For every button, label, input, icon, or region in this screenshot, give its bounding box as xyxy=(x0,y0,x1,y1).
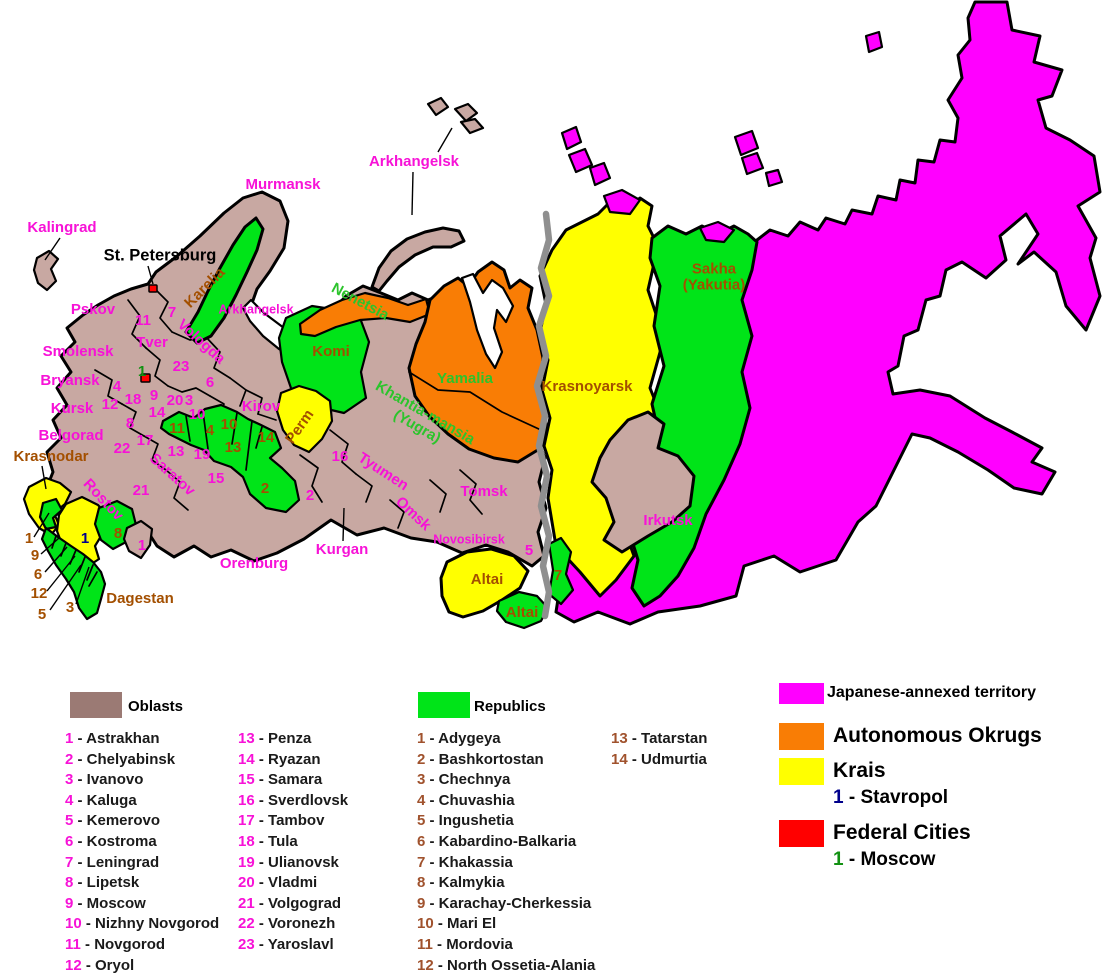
legend-item: 15 - Samara xyxy=(238,771,323,789)
legend-item: 13 - Tatarstan xyxy=(611,730,708,747)
legend-item: 4 - Kaluga xyxy=(65,791,137,809)
krai-item-stavropol: 1 - Stavropol xyxy=(833,787,949,809)
region-karelia xyxy=(184,216,265,345)
legend-item: 9 - Karachay-Cherkessia xyxy=(417,894,592,912)
region-khakassia xyxy=(547,536,575,606)
oblasts-list-col1: 1 - Astrakhan 2 - Chelyabinsk 3 - Ivanovo 4… xyxy=(65,729,219,975)
region-perm xyxy=(275,384,334,454)
legend-item: 12 - Oryol xyxy=(65,956,135,974)
oblasts-title: Oblasts xyxy=(128,698,184,715)
legend-item: 20 - Vladmi xyxy=(238,874,318,892)
caucasus-internal-borders xyxy=(51,535,98,587)
krais-title: Krais xyxy=(833,759,886,782)
border-yamalia-khantia xyxy=(408,371,542,431)
oblasts-list-col2: 13 - Penza 14 - Ryazan 15 - Samara 16 - Sve… xyxy=(238,729,348,956)
federal-item-moscow: 1 - Moscow xyxy=(833,849,936,871)
japanese-title: Japanese-annexed territory xyxy=(827,684,1036,701)
federal-swatch xyxy=(779,820,824,847)
japanese-swatch xyxy=(779,683,824,704)
legend-item: 19 - Ulianovsk xyxy=(238,853,339,871)
internal-borders xyxy=(94,285,483,529)
okrugs-swatch xyxy=(779,723,824,750)
region-volga-republics xyxy=(159,403,301,514)
legend-item: 1 - Stavropol xyxy=(833,787,949,808)
islands-magenta xyxy=(560,30,884,244)
legend-item: 11 - Novgorod xyxy=(65,935,166,953)
legend-item: 9 - Moscow xyxy=(65,894,146,912)
legend-item: 1 - Moscow xyxy=(833,849,936,870)
legend-item: 1 - Adygeya xyxy=(417,730,501,747)
republics-title: Republics xyxy=(474,698,546,715)
ob-gulf xyxy=(460,272,515,370)
krais-swatch xyxy=(779,758,824,785)
legend-item: 11 - Mordovia xyxy=(417,935,513,953)
oblasts-swatch xyxy=(70,692,122,718)
okrugs-title: Autonomous Okrugs xyxy=(833,724,1042,747)
legend-item: 17 - Tambov xyxy=(238,812,325,830)
legend-item: 8 - Lipetsk xyxy=(65,874,140,892)
dot-moscow xyxy=(140,373,151,383)
republics-swatch xyxy=(418,692,470,718)
legend-item: 16 - Sverdlovsk xyxy=(238,791,349,809)
legend-item: 7 - Khakassia xyxy=(417,853,513,871)
region-caucasus-republics xyxy=(40,526,107,621)
legend-item: 12 - North Ossetia-Alania xyxy=(417,956,596,974)
legend-item: 5 - Ingushetia xyxy=(417,812,514,830)
legend-item: 23 - Yaroslavl xyxy=(238,935,334,953)
legend-item: 8 - Kalmykia xyxy=(417,874,505,892)
legend-item: 3 - Chechnya xyxy=(417,771,511,789)
legend-item: 2 - Chelyabinsk xyxy=(65,750,176,768)
legend-item: 10 - Mari El xyxy=(417,915,497,933)
legend-item: 14 - Udmurtia xyxy=(611,750,707,768)
dot-st-petersburg xyxy=(148,284,158,293)
gray-boundary-line xyxy=(533,210,553,620)
leader-lines xyxy=(33,127,453,611)
legend-item: 7 - Leningrad xyxy=(65,853,160,871)
volga-internal-borders xyxy=(185,411,263,471)
legend-item: 5 - Kemerovo xyxy=(65,812,161,830)
legend-item: 14 - Ryazan xyxy=(238,750,321,768)
legend-item: 6 - Kabardino-Balkaria xyxy=(417,832,577,850)
region-irkutsk xyxy=(590,410,696,554)
federal-title: Federal Cities xyxy=(833,821,971,844)
legend-item: 10 - Nizhny Novgorod xyxy=(65,915,220,933)
legend-item: 4 - Chuvashia xyxy=(417,791,515,809)
legend-item: 2 - Bashkortostan xyxy=(417,750,544,768)
legend-item: 18 - Tula xyxy=(238,832,298,850)
region-kaliningrad xyxy=(32,249,60,292)
legend-item: 13 - Penza xyxy=(238,730,312,747)
region-altai-republic xyxy=(495,590,550,630)
legend-item: 21 - Volgograd xyxy=(238,894,342,912)
republics-list-col2: 13 - Tatarstan 14 - Udmurtia xyxy=(611,729,707,770)
republics-list-col1: 1 - Adygeya 2 - Bashkortostan 3 - Chechnya… xyxy=(417,729,595,975)
region-adygeya xyxy=(38,497,64,531)
region-astrakhan xyxy=(122,519,154,560)
legend-item: 22 - Voronezh xyxy=(238,915,336,933)
legend-item: 6 - Kostroma xyxy=(65,832,157,850)
legend-item: 1 - Astrakhan xyxy=(65,730,160,747)
legend-item: 3 - Ivanovo xyxy=(65,771,144,789)
island-novaya-zemlya xyxy=(370,226,466,293)
islands-franz-josef xyxy=(426,96,485,135)
